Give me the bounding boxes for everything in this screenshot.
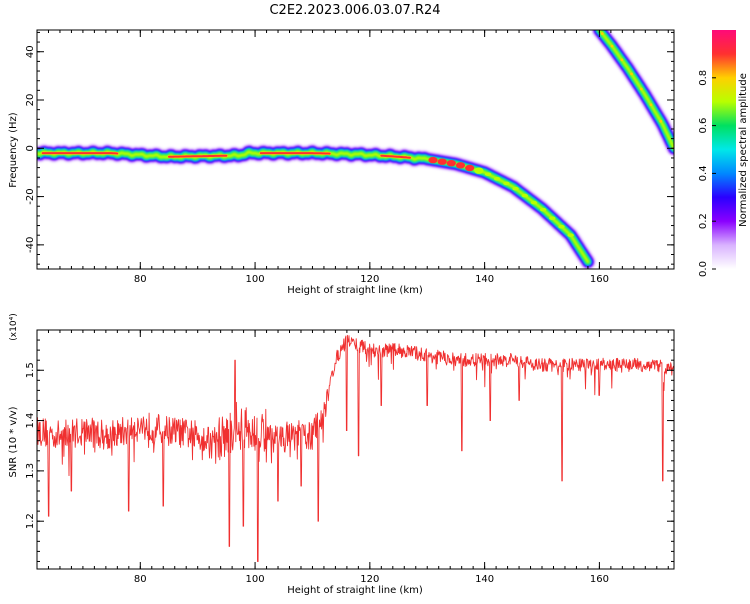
- ridge-blob: [494, 177, 500, 181]
- ridge-blob: [456, 162, 465, 168]
- ridge-blob: [630, 73, 633, 76]
- ridge-blob: [465, 165, 474, 171]
- ridge-blob: [428, 157, 437, 163]
- colorbar-tick-label: 0.4: [698, 165, 709, 181]
- colorbar-tick-label: 0.0: [698, 261, 709, 277]
- x-tick-label: 100: [246, 274, 265, 285]
- colorbar-label: Normalized spectral amplitude: [738, 73, 749, 227]
- x-tick-label: 140: [475, 274, 494, 285]
- ridge-blob: [601, 32, 604, 35]
- x-tick-label: 160: [590, 574, 609, 585]
- y-tick-label: 1.4: [25, 413, 36, 429]
- x-tick-label: 80: [134, 574, 147, 585]
- y-tick-label: 40: [25, 45, 36, 58]
- x-tick-label: 100: [246, 574, 265, 585]
- snr-x-label: Height of straight line (km): [287, 585, 423, 596]
- colorbar-tick-label: 0.2: [698, 213, 709, 229]
- spectrogram-y-label: Frequency (Hz): [8, 112, 19, 188]
- y-tick-label: 1.5: [25, 362, 36, 378]
- ridge-blob: [503, 182, 509, 186]
- ridge-hot-red-1: [169, 156, 226, 157]
- ridge-blob: [447, 160, 456, 166]
- ridge-blob: [485, 172, 491, 176]
- ridge-blob: [531, 201, 537, 205]
- x-tick-label: 140: [475, 574, 494, 585]
- snr-y-multiplier: (x10⁴): [9, 313, 19, 340]
- ridge-blob: [640, 88, 643, 91]
- ridge-blob: [474, 168, 483, 174]
- ridge-blob: [540, 208, 546, 212]
- ridge-blob: [659, 120, 662, 123]
- spectrogram-x-label: Height of straight line (km): [287, 285, 423, 296]
- ridge-blob: [558, 225, 564, 229]
- y-tick-label: 1.3: [25, 463, 36, 479]
- snr-y-label: SNR (10 * v/v): [8, 406, 19, 477]
- y-tick-label: 20: [25, 94, 36, 107]
- snr-panel: 80 100 120 140 160 1.2 1.3 1.4 1.5 Height of st…: [8, 313, 674, 596]
- ridge-blob: [650, 103, 653, 106]
- ridge-blob: [438, 159, 447, 165]
- colorbar-tick-label: 0.8: [698, 70, 709, 86]
- y-tick-label: 1.2: [25, 513, 36, 529]
- y-tick-label: -40: [25, 237, 36, 253]
- colorbar: 0.0 0.2 0.4 0.6 0.8 Normalized spectral ampl…: [698, 30, 749, 277]
- x-tick-label: 80: [134, 274, 147, 285]
- colorbar-tick-label: 0.6: [698, 118, 709, 134]
- x-tick-label: 160: [590, 274, 609, 285]
- ridge-blob: [620, 58, 623, 61]
- ridge-blob: [568, 233, 574, 237]
- spectrogram-panel: 80 100 120 140 160 -40 -20 0 20 40 Height of str…: [8, 30, 674, 296]
- colorbar-gradient: [712, 30, 736, 269]
- ridge-blob: [611, 45, 614, 48]
- ridge-hot-red-2: [261, 153, 330, 154]
- ridge-blob: [549, 216, 555, 220]
- x-tick-label: 120: [360, 574, 379, 585]
- y-tick-label: -20: [25, 188, 36, 204]
- ridge-blob: [512, 187, 518, 191]
- ridge-blob: [522, 194, 528, 198]
- y-tick-label: 0: [25, 145, 36, 151]
- x-tick-label: 120: [360, 274, 379, 285]
- figure-title: C2E2.2023.006.03.07.R24: [269, 3, 440, 18]
